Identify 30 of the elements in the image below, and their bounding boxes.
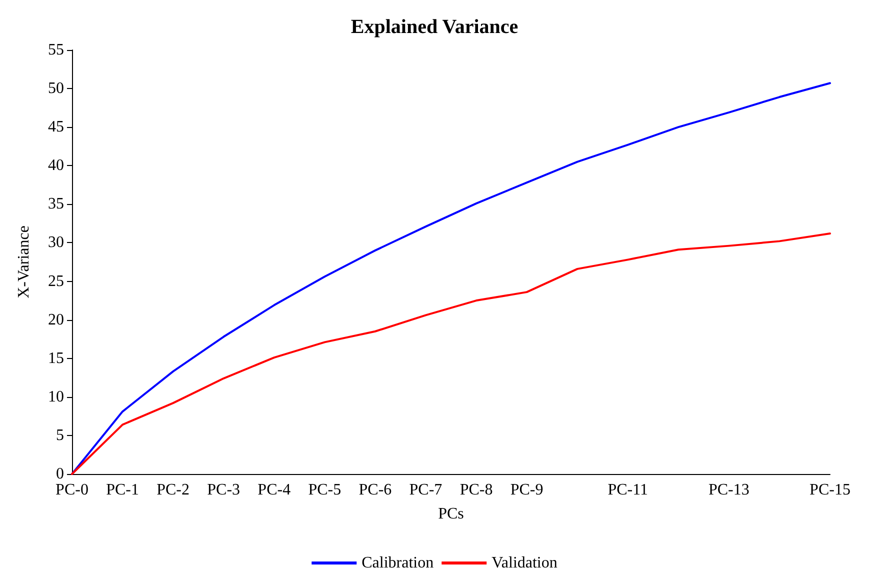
x-tick-label: PC-4 bbox=[258, 482, 291, 498]
y-tick-label: 30 bbox=[48, 234, 64, 252]
x-tick-label: PC-11 bbox=[608, 482, 648, 498]
y-tick-label: 10 bbox=[48, 388, 64, 406]
x-tick-label: PC-7 bbox=[409, 482, 442, 498]
y-tick-label: 15 bbox=[48, 350, 64, 367]
x-tick-label: PC-13 bbox=[708, 482, 750, 498]
x-tick-label: PC-3 bbox=[207, 482, 240, 498]
y-tick-label: 40 bbox=[48, 157, 64, 174]
y-tick-label: 50 bbox=[48, 80, 64, 98]
y-tick-label: 55 bbox=[48, 42, 64, 58]
y-tick-label: 35 bbox=[48, 196, 64, 213]
x-axis-title: PCs bbox=[438, 506, 464, 522]
y-tick-label: 0 bbox=[56, 466, 64, 482]
legend-label: Validation bbox=[492, 554, 558, 572]
x-tick-label: PC-0 bbox=[56, 482, 88, 498]
x-tick-label: PC-15 bbox=[810, 482, 850, 498]
y-tick-label: 45 bbox=[48, 118, 64, 136]
x-tick-label: PC-9 bbox=[510, 482, 544, 498]
x-tick-label: PC-8 bbox=[460, 482, 493, 498]
y-axis-title: X-Variance bbox=[16, 226, 32, 298]
chart-title: Explained Variance bbox=[350, 16, 518, 38]
x-tick-label: PC-5 bbox=[308, 482, 342, 498]
y-tick-label: 25 bbox=[48, 272, 64, 290]
x-tick-label: PC-1 bbox=[106, 482, 139, 498]
x-tick-label: PC-6 bbox=[358, 482, 392, 498]
y-tick-label: 5 bbox=[56, 426, 64, 444]
x-tick-label: PC-2 bbox=[156, 482, 190, 498]
y-tick-label: 20 bbox=[48, 311, 64, 328]
legend-label: Calibration bbox=[362, 554, 434, 572]
